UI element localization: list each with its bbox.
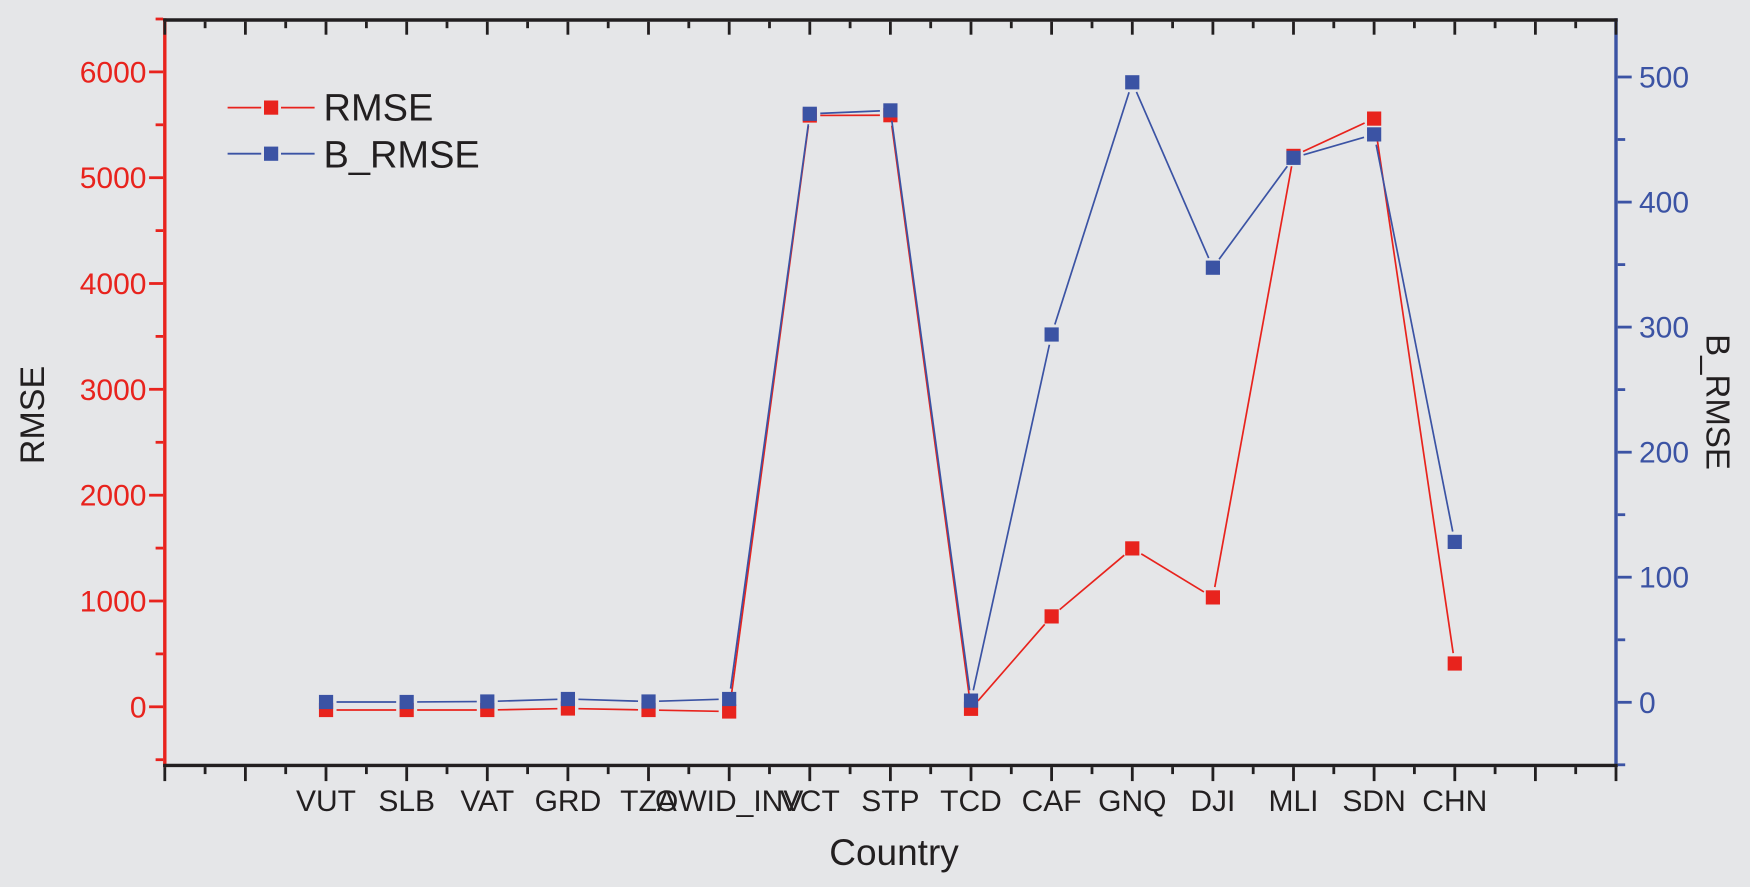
svg-text:RMSE: RMSE — [324, 88, 434, 130]
svg-text:MLI: MLI — [1268, 785, 1318, 818]
svg-text:400: 400 — [1639, 187, 1689, 220]
svg-text:6000: 6000 — [80, 56, 147, 89]
svg-text:100: 100 — [1639, 562, 1689, 595]
svg-text:2000: 2000 — [80, 480, 147, 513]
svg-text:5000: 5000 — [80, 162, 147, 195]
svg-text:1000: 1000 — [80, 586, 147, 619]
svg-text:B_RMSE: B_RMSE — [324, 134, 480, 176]
svg-text:TCD: TCD — [940, 785, 1002, 818]
svg-text:GRD: GRD — [535, 785, 602, 818]
svg-text:CHN: CHN — [1422, 785, 1487, 818]
svg-text:4000: 4000 — [80, 268, 147, 301]
svg-text:VAT: VAT — [460, 785, 514, 818]
svg-text:B_RMSE: B_RMSE — [1700, 334, 1737, 470]
svg-text:STP: STP — [861, 785, 919, 818]
svg-text:CAF: CAF — [1022, 785, 1082, 818]
svg-text:SLB: SLB — [378, 785, 435, 818]
svg-text:VCT: VCT — [780, 785, 840, 818]
svg-text:GNQ: GNQ — [1098, 785, 1166, 818]
svg-text:500: 500 — [1639, 62, 1689, 95]
svg-text:VUT: VUT — [296, 785, 356, 818]
svg-text:OWID_INV: OWID_INV — [655, 785, 803, 818]
svg-text:300: 300 — [1639, 312, 1689, 345]
svg-text:Country: Country — [829, 832, 959, 873]
svg-text:0: 0 — [130, 691, 147, 724]
svg-text:200: 200 — [1639, 437, 1689, 470]
svg-text:DJI: DJI — [1190, 785, 1235, 818]
svg-text:3000: 3000 — [80, 374, 147, 407]
svg-text:0: 0 — [1639, 687, 1656, 720]
svg-text:RMSE: RMSE — [14, 366, 52, 464]
svg-text:TZA: TZA — [620, 785, 677, 818]
svg-text:SDN: SDN — [1342, 785, 1405, 818]
